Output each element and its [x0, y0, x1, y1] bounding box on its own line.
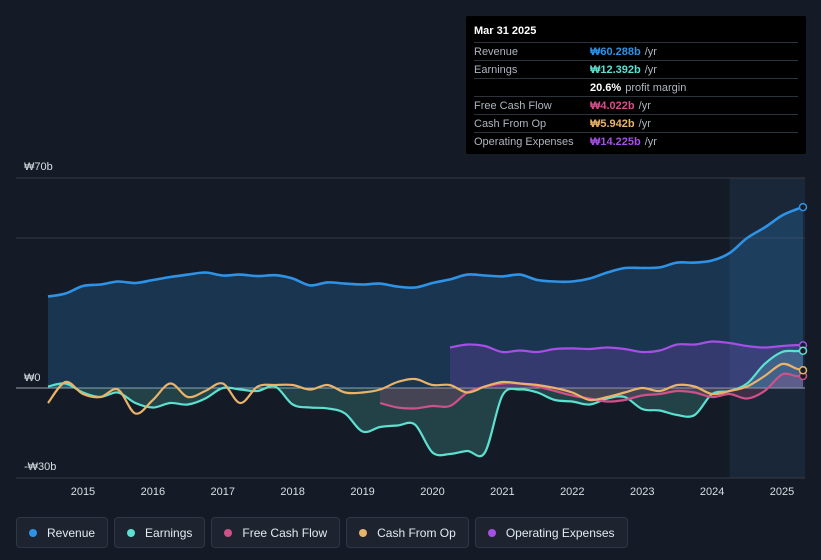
tooltip-row-value: ₩5.942b: [590, 117, 635, 130]
tooltip-panel: Mar 31 2025 Revenue ₩60.288b/yr Earnings ₩1…: [466, 16, 806, 154]
legend-item-earnings[interactable]: Earnings: [114, 517, 206, 548]
x-tick-label: 2016: [141, 486, 165, 498]
legend-label: Operating Expenses: [505, 525, 615, 540]
financial-chart: ₩70b ₩0 -₩30b 2015 2016 2017 2018 2019 2020 20…: [16, 161, 808, 498]
tooltip-row: Revenue ₩60.288b/yr: [474, 42, 798, 60]
tooltip-row-value: ₩60.288b: [590, 45, 641, 58]
legend-item-cash-from-op[interactable]: Cash From Op: [346, 517, 469, 548]
x-axis-ticks: 2015 2016 2017 2018 2019 2020 2021 2022 2023 2024…: [71, 486, 795, 498]
legend-label: Earnings: [145, 525, 193, 540]
x-tick-label: 2020: [420, 486, 444, 498]
tooltip-row-label: Free Cash Flow: [474, 99, 552, 112]
x-tick-label: 2025: [770, 486, 794, 498]
tooltip-row-label: Revenue: [474, 45, 519, 58]
tooltip-row: Operating Expenses ₩14.225b/yr: [474, 132, 798, 150]
cash-from-op-endpoint: [798, 366, 808, 375]
tooltip-row: 20.6% profit margin: [474, 78, 798, 96]
tooltip-row-label: Earnings: [474, 63, 518, 76]
series-areas: [48, 207, 803, 457]
series-endpoints: [798, 202, 808, 381]
tooltip-row-label: Operating Expenses: [474, 135, 574, 148]
legend-label: Revenue: [47, 525, 96, 540]
x-tick-label: 2018: [280, 486, 304, 498]
tooltip-row-value: ₩14.225b: [590, 135, 641, 148]
tooltip-row: Cash From Op ₩5.942b/yr: [474, 114, 798, 132]
x-tick-label: 2015: [71, 486, 95, 498]
tooltip-row-unit: profit margin: [625, 81, 687, 94]
x-tick-label: 2023: [630, 486, 654, 498]
x-tick-label: 2022: [560, 486, 584, 498]
tooltip-row-unit: /yr: [644, 135, 657, 148]
operating-expenses-line: [449, 340, 804, 354]
legend-dot-icon: [127, 528, 136, 537]
tooltip-row-unit: /yr: [638, 117, 651, 130]
x-tick-label: 2017: [211, 486, 235, 498]
tooltip-row-label: Cash From Op: [474, 117, 547, 130]
revenue-line: [47, 205, 804, 298]
revenue-endpoint: [798, 202, 808, 212]
tooltip-date: Mar 31 2025: [474, 25, 537, 37]
operating-expenses-area: [450, 341, 803, 388]
legend-dot-icon: [224, 528, 233, 537]
tooltip-rows: Revenue ₩60.288b/yr Earnings ₩12.392b/yr 20.…: [474, 42, 798, 150]
legend-item-operating-expenses[interactable]: Operating Expenses: [474, 517, 628, 548]
x-tick-label: 2021: [490, 486, 514, 498]
tooltip-row-value: 20.6%: [590, 81, 622, 94]
forecast-shade: [729, 178, 805, 478]
y-label-zero: ₩0: [24, 372, 41, 384]
revenue-area: [48, 207, 803, 388]
tooltip-row: Earnings ₩12.392b/yr: [474, 60, 798, 78]
x-tick-label: 2024: [700, 486, 724, 498]
earnings-endpoint: [798, 346, 808, 356]
legend-label: Cash From Op: [377, 525, 456, 540]
legend-label: Free Cash Flow: [242, 525, 328, 540]
tooltip-row-unit: /yr: [638, 99, 651, 112]
chart-legend: Revenue Earnings Free Cash Flow Cash From O…: [16, 517, 628, 548]
legend-item-free-cash-flow[interactable]: Free Cash Flow: [211, 517, 341, 548]
y-label-top: ₩70b: [24, 161, 53, 173]
y-label-bottom: -₩30b: [24, 461, 56, 473]
grid-lines: [16, 177, 805, 479]
tooltip-row-unit: /yr: [644, 63, 657, 76]
legend-dot-icon: [29, 528, 37, 537]
x-tick-label: 2019: [350, 486, 374, 498]
tooltip-row-unit: /yr: [644, 45, 657, 58]
legend-dot-icon: [487, 528, 496, 537]
tooltip-row-value: ₩12.392b: [590, 63, 641, 76]
tooltip-row: Free Cash Flow ₩4.022b/yr: [474, 96, 798, 114]
earnings-area: [48, 350, 803, 457]
cash-from-op-line: [47, 362, 804, 415]
series-lines: [47, 205, 804, 458]
earnings-line: [47, 349, 804, 458]
tooltip-row-value: ₩4.022b: [590, 99, 635, 112]
legend-item-revenue[interactable]: Revenue: [16, 517, 109, 548]
legend-dot-icon: [359, 528, 368, 537]
free-cash-flow-area: [380, 373, 803, 409]
